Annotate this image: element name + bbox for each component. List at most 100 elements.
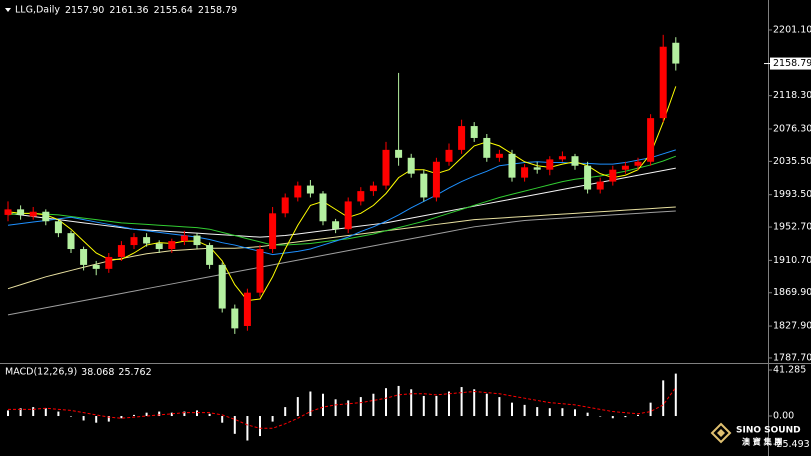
- macd-bar: [334, 399, 337, 417]
- logo-icon: [710, 422, 732, 444]
- candle-body: [17, 209, 25, 215]
- macd-bar: [561, 408, 564, 417]
- y-tick-label: 2076.30: [773, 123, 811, 134]
- macd-bar: [296, 397, 299, 417]
- macd-bar: [70, 416, 72, 417]
- macd-bar: [32, 407, 35, 417]
- macd-bar: [485, 393, 488, 417]
- macd-bar: [649, 402, 652, 417]
- moving-average: [7, 167, 676, 238]
- macd-bar: [208, 413, 211, 417]
- macd-bar: [611, 416, 614, 419]
- macd-bar: [498, 397, 501, 417]
- logo-icon: [717, 429, 725, 437]
- candle-body: [243, 292, 251, 326]
- signal-line: [8, 387, 677, 429]
- macd-bar: [523, 404, 526, 417]
- header-value: 38.068: [81, 367, 114, 378]
- moving-average: [7, 149, 676, 256]
- candle-body: [533, 167, 541, 170]
- candle-body: [571, 156, 579, 166]
- menu-arrow: [5, 8, 11, 12]
- macd-bar: [133, 414, 135, 417]
- candle-body: [546, 159, 554, 170]
- header-value: 2161.36: [109, 5, 148, 16]
- macd-bar: [385, 388, 387, 417]
- candle-body: [168, 241, 176, 250]
- candle-body: [382, 149, 390, 186]
- macd-bar: [448, 391, 450, 417]
- macd-bar: [347, 400, 350, 417]
- macd-bar: [536, 407, 539, 417]
- macd-bar: [259, 416, 261, 437]
- candle-body: [42, 211, 50, 222]
- macd-bar: [19, 408, 22, 417]
- macd-bar: [359, 397, 362, 417]
- y-tick-label: 41.285: [773, 365, 806, 376]
- macd-bar: [637, 414, 639, 417]
- candle-body: [407, 157, 415, 174]
- candle-body: [269, 213, 277, 250]
- macd-bar: [599, 416, 602, 417]
- candle-body: [647, 118, 655, 162]
- candle-body: [596, 181, 604, 190]
- y-tick-label: 1993.50: [773, 189, 811, 200]
- candle-body: [4, 209, 12, 215]
- macd-bar: [435, 395, 438, 417]
- candle-body: [357, 191, 365, 202]
- macd-bar: [674, 373, 677, 417]
- macd-bar: [372, 393, 375, 417]
- macd-bar: [511, 402, 513, 417]
- macd-bar: [271, 416, 274, 422]
- candle-body: [395, 149, 403, 158]
- candle-body: [29, 211, 37, 217]
- macd-bar: [57, 411, 60, 417]
- header-value: 2155.64: [154, 5, 193, 16]
- macd-bar: [95, 416, 98, 423]
- candle-body: [369, 185, 377, 192]
- macd-bar: [309, 391, 312, 417]
- candle-body: [432, 161, 440, 198]
- macd-bar: [246, 416, 249, 441]
- moving-average: [7, 210, 676, 316]
- y-tick-label: 1910.70: [773, 255, 811, 266]
- candle-body: [92, 264, 100, 269]
- candle-body: [634, 161, 642, 166]
- macd-bar: [548, 408, 551, 417]
- candle-body: [495, 153, 503, 158]
- candle-body: [458, 126, 466, 150]
- y-tick-label: 1869.90: [773, 287, 811, 298]
- y-tick-label: 2118.30: [773, 90, 811, 101]
- candle-body: [470, 126, 478, 138]
- candle-body: [117, 245, 125, 257]
- macd-bar: [284, 407, 287, 417]
- candle-body: [281, 197, 289, 214]
- candle-body: [508, 153, 516, 178]
- macd-bar: [422, 395, 425, 417]
- y-tick-label: -25.493: [773, 439, 810, 450]
- logo-brand: SINO SOUND: [736, 426, 801, 436]
- macd-bar: [221, 416, 224, 423]
- candle-body: [54, 221, 62, 234]
- macd-bar: [397, 385, 400, 417]
- candle-body: [143, 237, 151, 244]
- candle-body: [672, 42, 680, 64]
- candle-body: [256, 249, 264, 293]
- candle-body: [105, 256, 113, 269]
- y-tick-label: 1952.70: [773, 222, 811, 233]
- candle-body: [558, 156, 566, 160]
- candle-body: [206, 245, 214, 265]
- y-tick-label: 1827.90: [773, 321, 811, 332]
- candle-body: [130, 237, 138, 246]
- current-price-label: 2158.79: [773, 58, 811, 69]
- macd-bar: [473, 389, 476, 417]
- macd-bar: [183, 411, 186, 417]
- chart-title: LLG,Daily 2157.90 2161.36 2155.64 2158.79: [15, 5, 237, 16]
- candle-body: [319, 193, 327, 222]
- candle-body: [659, 46, 667, 119]
- macd-bar: [82, 416, 85, 421]
- macd-bar: [624, 416, 627, 418]
- candle-body: [193, 235, 201, 246]
- candle-body: [180, 235, 188, 242]
